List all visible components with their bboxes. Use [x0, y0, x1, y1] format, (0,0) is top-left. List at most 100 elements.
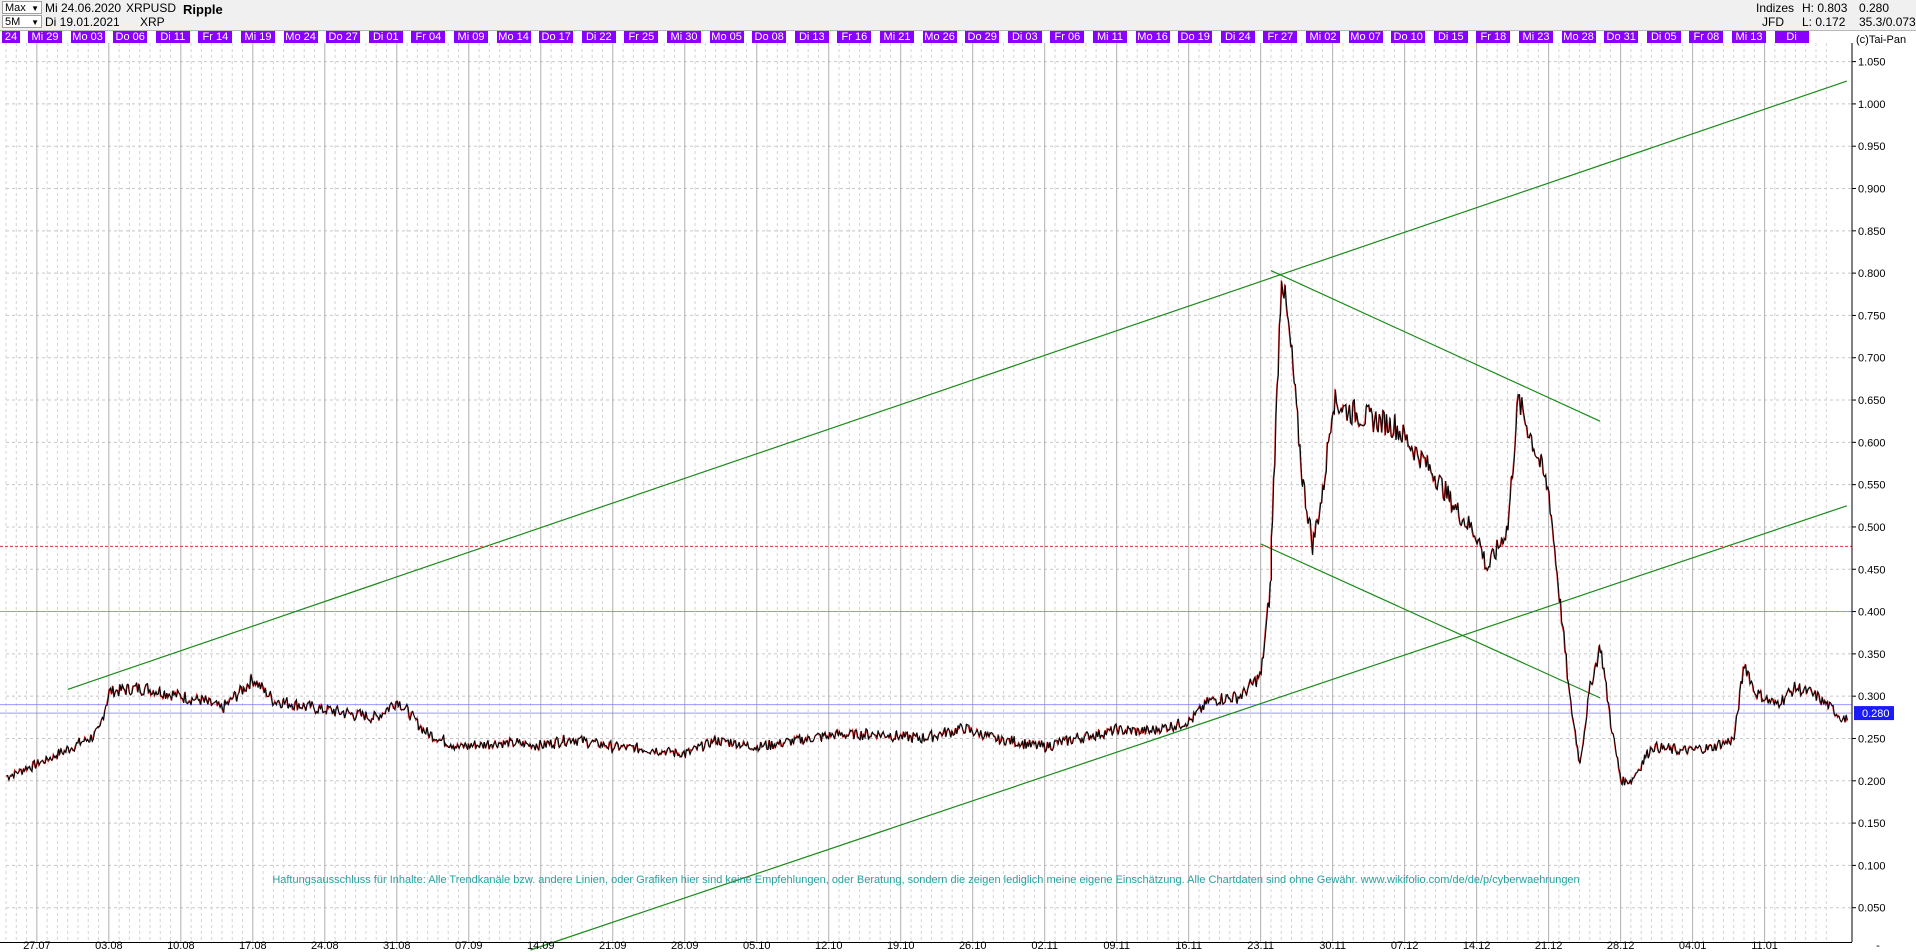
day-strip-label: Do 08: [752, 31, 787, 43]
chart-grid: [0, 43, 1852, 942]
date-tick-label: 14.12: [1463, 940, 1491, 952]
day-strip-label: Di 01: [368, 31, 403, 43]
day-strip-label: Mi 29: [28, 31, 62, 43]
date-axis: 27.07 03.08 10.08 17.08 24.08 31.08 07.09 14.09…: [23, 940, 1880, 952]
trend-line: [1260, 543, 1601, 699]
date-tick-label: 19.10: [887, 940, 915, 952]
day-strip-label: Mo 07: [1348, 31, 1383, 43]
date-tick-label: 05.10: [743, 940, 771, 952]
price-tick-label: 1.050: [1858, 57, 1886, 69]
price-tick-label: 0.650: [1858, 395, 1886, 407]
day-strip-label: Do 06: [113, 31, 148, 43]
day-strip-label: Mo 14: [496, 31, 531, 43]
day-strip-label: Fr 08: [1689, 31, 1724, 43]
horizontal-levels: [0, 545, 1852, 714]
last-value: 0.280: [1859, 1, 1890, 15]
day-strip-label: Do 19: [1178, 31, 1213, 43]
price-tick-label: 0.800: [1858, 268, 1886, 280]
interval-select-value: 5M: [5, 16, 21, 28]
source-label: JFD: [1762, 15, 1784, 29]
plot-area: [0, 43, 1852, 942]
low-value: L: 0.172: [1802, 15, 1846, 29]
day-strip-label: Do 27: [326, 31, 361, 43]
disclaimer-text: Haftungsausschluss für Inhalte: Alle Tre…: [272, 874, 1580, 886]
price-tick-label: 0.850: [1858, 226, 1886, 238]
chevron-down-icon: ▼: [31, 4, 39, 13]
day-strip-label: Fr 04: [411, 31, 446, 43]
end-date: Di 19.01.2021: [45, 15, 120, 29]
price-tick-label: 0.350: [1858, 649, 1886, 661]
price-tick-label: 0.300: [1858, 691, 1886, 703]
price-tick-label: 0.400: [1858, 607, 1886, 619]
price-tick-label: 0.250: [1858, 733, 1886, 745]
day-strip-label: Fr 16: [837, 31, 872, 43]
change-value: 35.3/0.073: [1859, 15, 1916, 29]
day-strip-label: Fr 18: [1476, 31, 1511, 43]
date-tick-label: 21.09: [599, 940, 627, 952]
day-strip-label: Di: [1774, 31, 1809, 43]
date-tick-label: -: [1876, 940, 1880, 952]
start-date: Mi 24.06.2020: [45, 1, 122, 15]
price-tick-label: 0.550: [1858, 480, 1886, 492]
date-tick-label: 09.11: [1103, 940, 1130, 952]
price-tick-label: 0.750: [1858, 310, 1886, 322]
day-strip-label: Do 29: [965, 31, 1000, 43]
day-strip-label: Mi 21: [880, 31, 914, 43]
day-strip-label: Fr 27: [1263, 31, 1298, 43]
trend-line: [530, 505, 1848, 951]
date-tick-label: 24.08: [311, 940, 339, 952]
date-tick-label: 11.01: [1751, 940, 1778, 952]
day-strip-label: Di 15: [1433, 31, 1468, 43]
period-select[interactable]: Max ▼: [2, 1, 42, 14]
date-tick-label: 28.09: [671, 940, 699, 952]
trend-line: [1270, 270, 1601, 422]
date-tick-label: 31.08: [383, 940, 411, 952]
day-strip-label: Mi 19: [241, 31, 275, 43]
copyright-label: (c)Tai-Pan: [1856, 34, 1907, 46]
instrument-name: Ripple: [183, 2, 223, 17]
day-strip-label: Di 05: [1646, 31, 1681, 43]
date-tick-label: 12.10: [815, 940, 843, 952]
date-tick-label: 21.12: [1535, 940, 1563, 952]
high-value: H: 0.803: [1802, 1, 1848, 15]
day-strip-label: Mi 09: [454, 31, 488, 43]
day-strip-label: Mo 05: [709, 31, 744, 43]
date-tick-label: 17.08: [239, 940, 267, 952]
date-tick-label: 28.12: [1607, 940, 1635, 952]
day-strip-label: Di 11: [155, 31, 190, 43]
price-tick-label: 0.700: [1858, 353, 1886, 365]
day-strip-label: Fr 25: [624, 31, 659, 43]
date-tick-label: 14.09: [527, 940, 555, 952]
last-price-badge: [1854, 706, 1894, 721]
date-tick-label: 23.11: [1247, 940, 1274, 952]
last-price-label: 0.280: [1862, 708, 1890, 720]
price-tick-label: 0.500: [1858, 522, 1886, 534]
price-tick-label: 0.900: [1858, 184, 1886, 196]
day-strip-label: Mi 11: [1093, 31, 1127, 43]
date-tick-label: 02.11: [1031, 940, 1058, 952]
price-tick-label: 1.000: [1858, 99, 1886, 111]
date-tick-label: 07.12: [1391, 940, 1419, 952]
day-strip-label: Fr 06: [1050, 31, 1085, 43]
day-strip-label: Mo 24: [283, 31, 318, 43]
symbol-code: XRPUSD: [126, 1, 177, 15]
price-axis: 1.050 1.000 0.950 0.900 0.850 0.800 0.750 0.700…: [0, 43, 1894, 943]
date-tick-label: 07.09: [455, 940, 483, 952]
day-strip-label: Fr 14: [198, 31, 233, 43]
price-tick-label: 0.950: [1858, 141, 1886, 153]
price-tick-label: 0.600: [1858, 437, 1886, 449]
day-strip: 24 Mi 29 Mo 03 Do 06 Di 11 Fr 14 Mi 19 Mo 24 Do …: [0, 30, 1852, 43]
price-tick-label: 0.150: [1858, 818, 1886, 830]
index-label: Indizes: [1756, 1, 1795, 15]
day-strip-label: 24: [2, 31, 20, 43]
trendlines: [67, 80, 1848, 951]
day-strip-label: Di 13: [794, 31, 829, 43]
chart-toolbar: Max ▼ 5M ▼ Mi 24.06.2020 Di 19.01.2021 X…: [0, 0, 1916, 31]
day-strip-label: Do 31: [1604, 31, 1639, 43]
day-strip-label: Mo 28: [1561, 31, 1596, 43]
interval-select[interactable]: 5M ▼: [2, 15, 42, 28]
date-tick-label: 30.11: [1319, 940, 1346, 952]
day-strip-label: Mi 23: [1519, 31, 1553, 43]
period-select-value: Max: [5, 2, 26, 14]
